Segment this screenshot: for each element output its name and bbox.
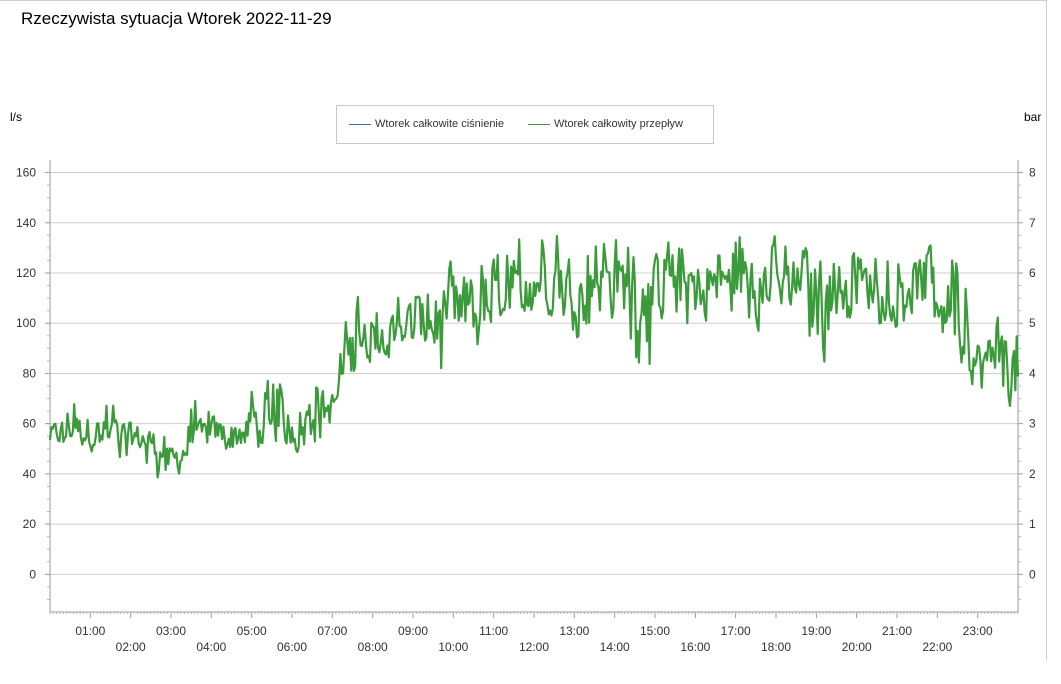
legend-item-flow: Wtorek całkowity przepływ bbox=[528, 118, 683, 130]
y2-tick-label: 4 bbox=[1029, 366, 1036, 380]
y-tick-label: 40 bbox=[23, 467, 37, 481]
x-tick-label: 17:00 bbox=[721, 624, 751, 638]
series-line-flow bbox=[48, 234, 1020, 479]
x-tick-label: 22:00 bbox=[922, 640, 952, 654]
x-tick-label: 19:00 bbox=[801, 624, 831, 638]
x-tick-label: 11:00 bbox=[479, 624, 508, 638]
x-tick-label: 03:00 bbox=[156, 624, 186, 638]
chart-legend: Wtorek całkowite ciśnienie Wtorek całkow… bbox=[336, 105, 714, 144]
x-tick-label: 16:00 bbox=[680, 640, 710, 654]
legend-label-pressure: Wtorek całkowite ciśnienie bbox=[375, 118, 504, 130]
y-tick-label: 140 bbox=[16, 216, 36, 230]
series-layer bbox=[48, 234, 1020, 479]
x-tick-label: 08:00 bbox=[358, 640, 388, 654]
y2-tick-label: 8 bbox=[1029, 166, 1036, 180]
right-border bbox=[1046, 0, 1047, 660]
right-axis-unit: bar bbox=[1024, 110, 1042, 124]
y-tick-label: 20 bbox=[23, 517, 37, 531]
y-tick-label: 80 bbox=[23, 366, 37, 380]
y-tick-label: 0 bbox=[29, 567, 36, 581]
y2-tick-label: 5 bbox=[1029, 316, 1036, 330]
legend-swatch-flow bbox=[528, 123, 550, 125]
left-axis-unit: l/s bbox=[10, 110, 22, 124]
x-tick-label: 01:00 bbox=[75, 624, 105, 638]
x-tick-label: 10:00 bbox=[438, 640, 468, 654]
legend-label-flow: Wtorek całkowity przepływ bbox=[554, 118, 683, 130]
y2-tick-label: 1 bbox=[1029, 517, 1036, 531]
x-tick-label: 20:00 bbox=[842, 640, 872, 654]
y2-tick-label: 7 bbox=[1029, 216, 1036, 230]
x-tick-label: 02:00 bbox=[116, 640, 146, 654]
y2-tick-label: 0 bbox=[1029, 567, 1036, 581]
y2-tick-label: 6 bbox=[1029, 266, 1036, 280]
x-tick-label: 13:00 bbox=[559, 624, 589, 638]
y-tick-label: 60 bbox=[23, 417, 37, 431]
x-tick-label: 14:00 bbox=[600, 640, 630, 654]
chart-title: Rzeczywista sytuacja Wtorek 2022-11-29 bbox=[21, 9, 332, 28]
y2-tick-label: 3 bbox=[1029, 417, 1036, 431]
grid-layer bbox=[50, 172, 1018, 575]
y2-tick-label: 2 bbox=[1029, 467, 1036, 481]
label-layer: 0 20 40 60 80 100 120 140 160 0 1 2 3 4 5 6 7 8 01:00 02:00… bbox=[16, 166, 1036, 654]
x-tick-label: 06:00 bbox=[277, 640, 307, 654]
x-tick-label: 09:00 bbox=[398, 624, 428, 638]
x-tick-label: 05:00 bbox=[237, 624, 267, 638]
x-tick-label: 18:00 bbox=[761, 640, 791, 654]
y-tick-label: 100 bbox=[16, 316, 36, 330]
x-tick-label: 04:00 bbox=[196, 640, 226, 654]
x-tick-label: 07:00 bbox=[317, 624, 347, 638]
y-tick-label: 160 bbox=[16, 166, 36, 180]
legend-swatch-pressure bbox=[349, 123, 371, 125]
top-border bbox=[0, 0, 1046, 1]
axis-layer bbox=[45, 160, 1023, 618]
x-tick-label: 15:00 bbox=[640, 624, 670, 638]
x-tick-label: 21:00 bbox=[882, 624, 912, 638]
x-tick-label: 12:00 bbox=[519, 640, 549, 654]
legend-item-pressure: Wtorek całkowite ciśnienie bbox=[349, 118, 504, 130]
x-tick-label: 23:00 bbox=[963, 624, 993, 638]
y-tick-label: 120 bbox=[16, 266, 36, 280]
